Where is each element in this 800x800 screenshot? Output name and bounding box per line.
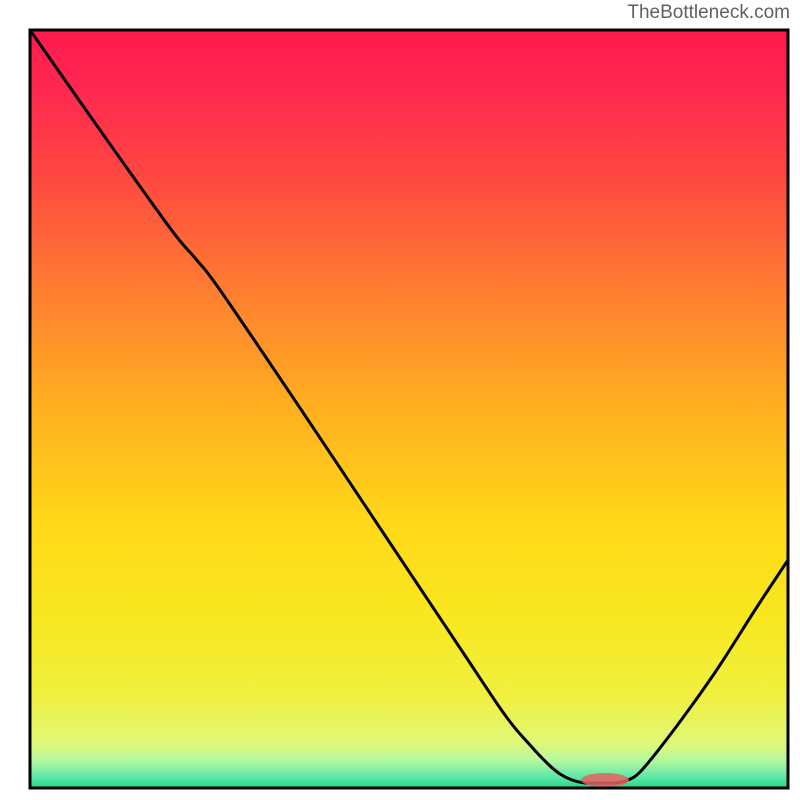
gradient-background [30,30,788,788]
chart-container: TheBottleneck.com [0,0,800,800]
watermark-text: TheBottleneck.com [627,2,790,24]
optimal-marker [581,773,629,787]
bottleneck-chart [0,0,800,800]
